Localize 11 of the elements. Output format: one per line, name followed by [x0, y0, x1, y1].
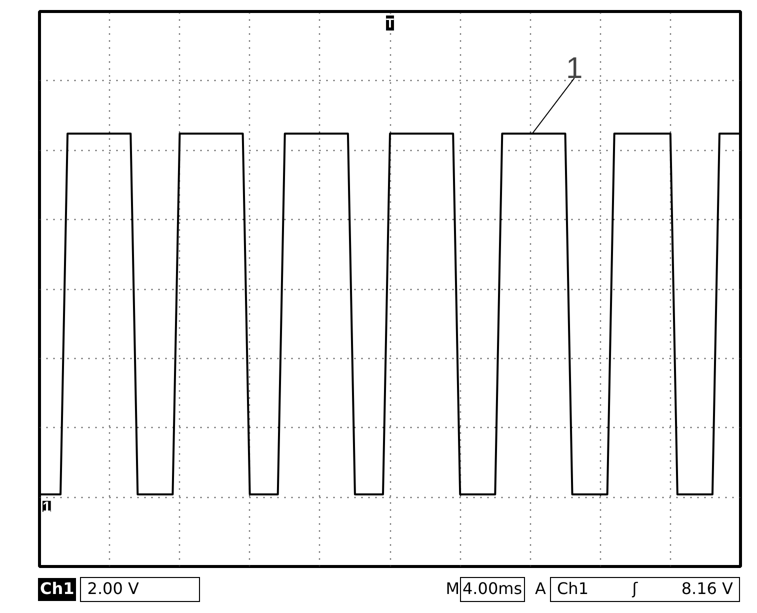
text: M — [446, 578, 460, 600]
text: 1 — [566, 52, 583, 86]
text: Ch1 — [38, 578, 76, 601]
text: ʃ — [632, 578, 638, 600]
text: 8.16 V — [681, 578, 733, 600]
text: Ch1 — [557, 578, 588, 600]
text: T — [386, 16, 394, 30]
text: 2.00 V — [80, 577, 200, 602]
text: A — [535, 578, 546, 600]
text: 4.00ms — [460, 577, 526, 602]
text: 1 — [42, 498, 51, 516]
